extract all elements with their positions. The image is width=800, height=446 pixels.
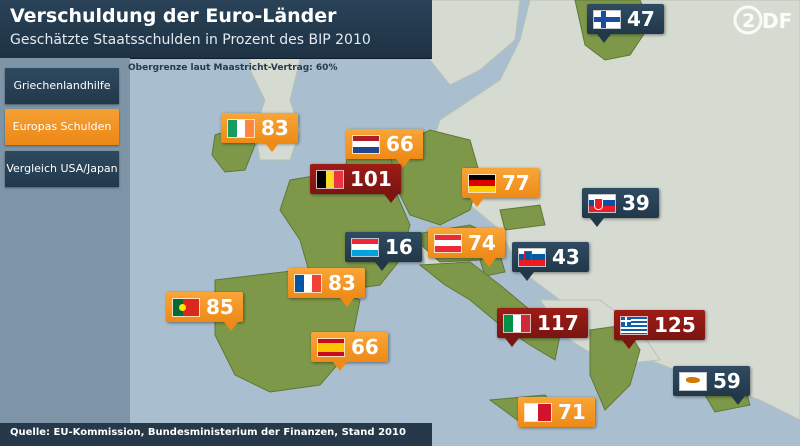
debt-value: 71 (558, 400, 586, 424)
ireland-flag (228, 119, 254, 137)
page-title: Verschuldung der Euro-Länder (10, 5, 337, 27)
sidebar-item-europas-schulden[interactable]: Europas Schulden (5, 109, 119, 145)
badge-portugal[interactable]: 85 (166, 292, 243, 331)
badge-germany[interactable]: 77 (462, 168, 539, 207)
badge-pointer (265, 143, 279, 152)
badge-pointer (482, 258, 496, 267)
debt-value: 74 (468, 231, 496, 255)
page-subtitle: Geschätzte Staatsschulden in Prozent des… (10, 32, 371, 48)
spain-flag (318, 338, 344, 356)
badge-spain[interactable]: 66 (311, 332, 388, 371)
badge-greece[interactable]: 125 (614, 310, 705, 349)
debt-value: 125 (654, 313, 696, 337)
badge-pointer (340, 298, 354, 307)
italy-flag (504, 314, 530, 332)
debt-value: 117 (537, 311, 579, 335)
badge-cyprus[interactable]: 59 (673, 366, 750, 405)
badge-pointer (375, 262, 389, 271)
portugal-flag (173, 298, 199, 316)
badge-pointer (597, 34, 611, 43)
debt-value: 47 (627, 7, 655, 31)
austria-flag (435, 234, 461, 252)
debt-value: 16 (385, 235, 413, 259)
debt-value: 101 (350, 167, 392, 191)
malta-flag (525, 403, 551, 421)
badge-pointer (520, 272, 534, 281)
badge-ireland[interactable]: 83 (221, 113, 298, 152)
luxembourg-flag (352, 238, 378, 256)
badge-pointer (505, 338, 519, 347)
debt-value: 43 (552, 245, 580, 269)
badge-belgium[interactable]: 101 (310, 164, 401, 203)
header: Verschuldung der Euro-Länder Geschätzte … (0, 0, 432, 59)
debt-value: 85 (206, 295, 234, 319)
source-text: Quelle: EU-Kommission, Bundesministerium… (10, 427, 406, 438)
debt-value: 39 (622, 191, 650, 215)
badge-pointer (590, 218, 604, 227)
debt-value: 83 (328, 271, 356, 295)
cyprus-flag (680, 372, 706, 390)
badge-slovenia[interactable]: 43 (512, 242, 589, 281)
debt-value: 59 (713, 369, 741, 393)
maastricht-note: Obergrenze laut Maastricht-Vertrag: 60% (128, 63, 338, 73)
sidebar-item-vergleich-usa-japan[interactable]: Vergleich USA/Japan (5, 151, 119, 187)
badge-pointer (396, 159, 410, 168)
germany-flag (469, 174, 495, 192)
badge-malta[interactable]: 71 (518, 397, 595, 427)
land-slovakia (499, 204, 546, 231)
slovenia-flag (519, 248, 545, 266)
sidebar: Griechenlandhilfe Europas Schulden Vergl… (0, 58, 130, 446)
svg-text:2: 2 (742, 10, 755, 32)
badge-pointer (731, 396, 745, 405)
zdf-logo: 2 DF (733, 5, 792, 35)
badge-austria[interactable]: 74 (428, 228, 505, 267)
svg-text:DF: DF (762, 9, 792, 33)
belgium-flag (317, 170, 343, 188)
badge-italy[interactable]: 117 (497, 308, 588, 347)
sidebar-item-griechenlandhilfe[interactable]: Griechenlandhilfe (5, 68, 119, 104)
badge-slovakia[interactable]: 39 (582, 188, 659, 227)
badge-pointer (333, 362, 347, 371)
france-flag (295, 274, 321, 292)
greece-flag (621, 316, 647, 334)
badge-pointer (622, 340, 636, 349)
debt-value: 77 (502, 171, 530, 195)
badge-luxembourg[interactable]: 16 (345, 232, 422, 271)
footer: Quelle: EU-Kommission, Bundesministerium… (0, 423, 432, 446)
badge-netherlands[interactable]: 66 (346, 129, 423, 168)
badge-pointer (224, 322, 238, 331)
badge-france[interactable]: 83 (288, 268, 365, 307)
debt-value: 66 (351, 335, 379, 359)
slovakia-flag (589, 194, 615, 212)
badge-pointer (470, 198, 484, 207)
badge-pointer (384, 194, 398, 203)
debt-value: 66 (386, 132, 414, 156)
finland-flag (594, 10, 620, 28)
badge-finland[interactable]: 47 (587, 4, 664, 43)
netherlands-flag (353, 135, 379, 153)
debt-value: 83 (261, 116, 289, 140)
